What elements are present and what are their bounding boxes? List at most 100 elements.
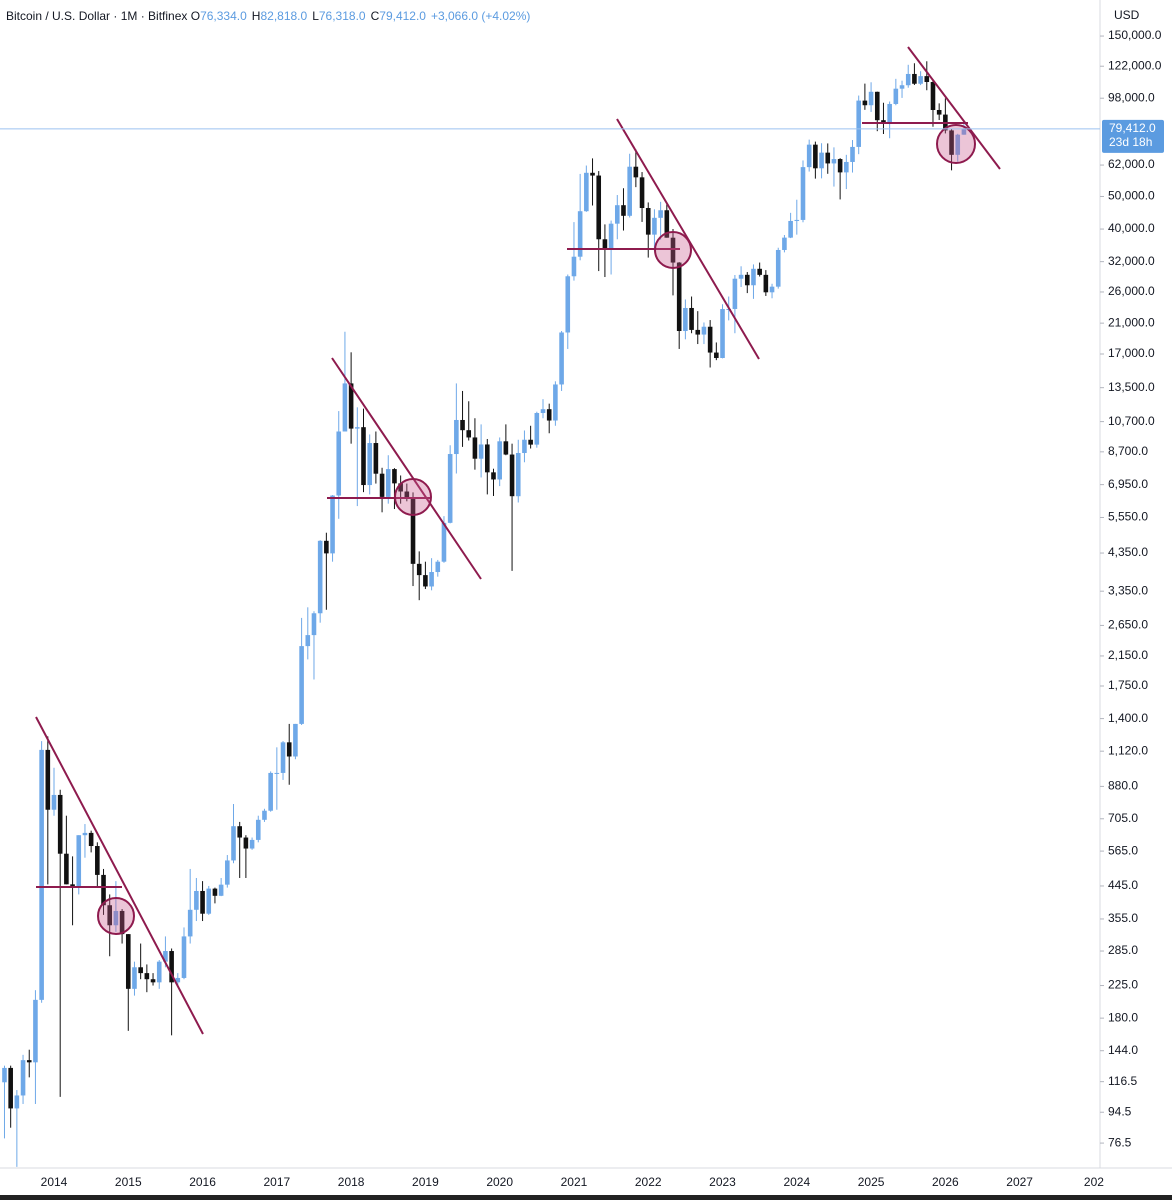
candle-body	[472, 437, 478, 459]
candle-body	[255, 819, 261, 840]
candle-body	[881, 120, 886, 124]
candle-body	[107, 905, 113, 926]
y-tick-label: 8,700.0	[1108, 444, 1148, 458]
candle-body	[373, 443, 379, 474]
candle-body	[268, 772, 273, 811]
candle-body	[293, 723, 298, 757]
candle-body	[485, 444, 490, 473]
candle-body	[379, 473, 385, 497]
ohlc-key: L	[312, 9, 319, 23]
candle-body	[57, 794, 63, 854]
candle-body	[825, 152, 831, 164]
candle-body	[831, 159, 837, 164]
candle-body	[311, 613, 317, 636]
candle-body	[509, 454, 515, 497]
candle-body	[249, 839, 255, 849]
y-tick-label: 50,000.0	[1108, 189, 1155, 203]
candle-body	[466, 430, 472, 438]
candle-body	[392, 469, 397, 484]
candle-body	[775, 249, 781, 287]
candle-body	[528, 439, 533, 445]
candle-body	[546, 409, 552, 421]
candle-body	[237, 826, 242, 838]
candle-body	[150, 979, 156, 983]
x-tick-label: 2027	[1006, 1175, 1033, 1189]
candle-body	[819, 152, 824, 169]
y-tick-label: 10,700.0	[1108, 414, 1155, 428]
candle-body	[912, 73, 917, 84]
candle-body	[441, 522, 447, 562]
x-tick-label: 2020	[486, 1175, 513, 1189]
change-value: +3,066.0 (+4.02%)	[430, 9, 531, 23]
candle-body	[454, 419, 459, 455]
candle-body	[850, 146, 855, 162]
candle-body	[138, 967, 143, 974]
candle-body	[639, 177, 645, 209]
ohlc-value: 76,318.0	[318, 9, 366, 23]
candle-body	[14, 1095, 20, 1109]
y-tick-label: 17,000.0	[1108, 346, 1155, 360]
candles	[2, 61, 967, 1167]
candle-body	[305, 635, 311, 647]
countdown-label: 23d 18h	[1109, 135, 1152, 149]
candle-body	[676, 262, 682, 332]
candle-body	[689, 307, 694, 330]
candle-body	[200, 890, 205, 914]
candle-body	[707, 326, 713, 353]
candle-body	[187, 909, 193, 937]
candle-body	[64, 853, 69, 885]
candle-body	[45, 749, 51, 810]
x-tick-label: 2022	[635, 1175, 662, 1189]
candle-body	[608, 223, 614, 249]
candle-body	[317, 540, 323, 614]
candle-body	[95, 846, 100, 875]
x-tick-label: 2025	[858, 1175, 885, 1189]
candle-body	[720, 309, 725, 359]
ohlc-value: 82,818.0	[260, 9, 308, 23]
candle-body	[905, 73, 911, 86]
x-tick-label: 2023	[709, 1175, 736, 1189]
candle-body	[26, 1060, 32, 1063]
candle-body	[20, 1060, 26, 1096]
y-tick-label: 40,000.0	[1108, 221, 1155, 235]
currency-label: USD	[1114, 8, 1140, 22]
y-tick-label: 225.0	[1108, 978, 1138, 992]
candle-body	[299, 646, 304, 724]
highlight-circle	[97, 897, 135, 935]
candle-body	[51, 794, 57, 810]
candle-body	[404, 491, 410, 499]
y-tick-label: 122,000.0	[1108, 58, 1162, 72]
x-tick-label: 2021	[561, 1175, 588, 1189]
candle-body	[769, 286, 775, 293]
candle-body	[602, 239, 608, 249]
candle-body	[868, 91, 874, 106]
candle-body	[695, 329, 701, 335]
candle-body	[410, 498, 416, 564]
candle-body	[324, 540, 329, 554]
candle-body	[862, 100, 868, 106]
candle-body	[262, 810, 267, 820]
candle-body	[348, 383, 354, 429]
candle-body	[936, 109, 942, 115]
candle-body	[800, 167, 806, 220]
y-tick-label: 445.0	[1108, 878, 1138, 892]
candle-body	[590, 172, 595, 176]
candle-body	[218, 884, 224, 896]
candle-body	[212, 888, 218, 896]
candle-body	[88, 832, 94, 847]
x-tick-label: 2024	[783, 1175, 810, 1189]
candle-body	[330, 495, 335, 554]
candle-body	[169, 951, 174, 983]
y-tick-label: 1,120.0	[1108, 743, 1148, 757]
candle-body	[515, 453, 521, 497]
candle-body	[813, 144, 818, 169]
candle-body	[361, 427, 366, 486]
candle-body	[194, 890, 199, 910]
candle-body	[874, 91, 880, 121]
candle-body	[478, 444, 484, 459]
y-tick-label: 116.5	[1108, 1074, 1137, 1088]
y-tick-label: 62,000.0	[1108, 157, 1155, 171]
candle-body	[683, 307, 688, 332]
ohlc-key: H	[251, 9, 261, 23]
candle-body	[955, 134, 961, 155]
